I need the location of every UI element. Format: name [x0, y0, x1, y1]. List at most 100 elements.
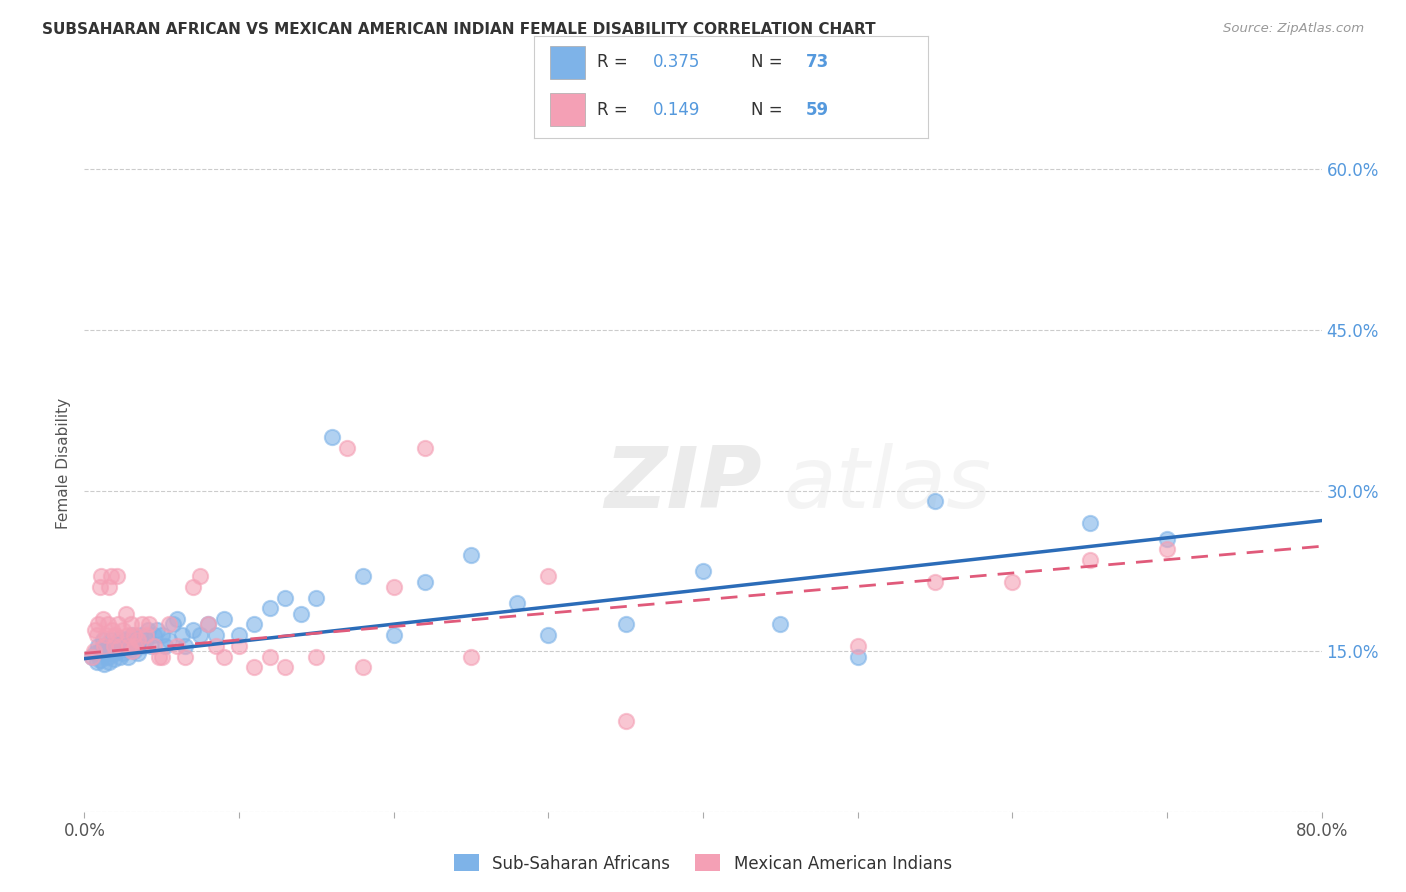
Point	[692, 564, 714, 578]
Text: N =: N =	[751, 54, 787, 71]
Point	[460, 649, 482, 664]
Point	[146, 623, 169, 637]
Point	[104, 628, 127, 642]
Point	[84, 623, 107, 637]
Point	[121, 644, 143, 658]
Point	[259, 649, 281, 664]
Y-axis label: Female Disability: Female Disability	[56, 398, 72, 530]
Point	[108, 632, 131, 646]
Point	[114, 633, 136, 648]
Point	[846, 649, 869, 664]
Point	[125, 639, 148, 653]
Point	[121, 628, 143, 642]
Point	[91, 633, 114, 648]
Text: 0.149: 0.149	[652, 101, 700, 119]
Point	[924, 494, 946, 508]
Point	[122, 644, 145, 658]
Point	[188, 628, 212, 642]
Point	[104, 646, 127, 660]
Point	[98, 639, 121, 653]
Point	[107, 617, 129, 632]
Point	[94, 628, 117, 642]
Point	[108, 639, 131, 653]
Point	[136, 623, 159, 637]
Point	[205, 639, 228, 653]
Point	[537, 569, 560, 583]
Point	[1078, 553, 1101, 567]
Point	[506, 596, 529, 610]
Point	[117, 628, 139, 642]
Text: 73: 73	[806, 54, 830, 71]
Point	[150, 649, 173, 664]
Point	[105, 644, 128, 658]
Point	[166, 612, 188, 626]
Point	[537, 628, 560, 642]
Point	[413, 441, 436, 455]
Point	[228, 628, 250, 642]
Point	[305, 591, 328, 605]
Point	[83, 644, 105, 658]
Point	[139, 639, 162, 653]
Text: 0.375: 0.375	[652, 54, 700, 71]
Text: Source: ZipAtlas.com: Source: ZipAtlas.com	[1223, 22, 1364, 36]
Point	[93, 639, 115, 653]
Point	[103, 639, 125, 653]
Point	[181, 580, 204, 594]
Point	[274, 591, 297, 605]
Point	[197, 617, 219, 632]
Point	[846, 639, 869, 653]
Point	[143, 628, 166, 642]
Point	[159, 633, 181, 648]
Point	[305, 649, 328, 664]
Point	[98, 580, 121, 594]
Point	[94, 644, 117, 658]
Point	[84, 646, 107, 660]
Point	[100, 569, 122, 583]
Point	[228, 639, 250, 653]
Point	[97, 617, 120, 632]
Point	[1078, 516, 1101, 530]
Point	[1001, 574, 1024, 589]
Point	[128, 633, 150, 648]
Point	[131, 617, 153, 632]
Point	[91, 612, 114, 626]
Point	[143, 639, 166, 653]
Point	[118, 639, 141, 653]
Point	[112, 623, 135, 637]
Point	[138, 617, 160, 632]
Point	[197, 617, 219, 632]
Point	[614, 617, 637, 632]
Point	[382, 628, 405, 642]
Point	[107, 637, 129, 651]
Bar	[550, 93, 585, 126]
Point	[128, 646, 150, 660]
Point	[924, 574, 946, 589]
Point	[124, 639, 146, 653]
Point	[98, 655, 121, 669]
Point	[87, 639, 110, 653]
Point	[290, 607, 312, 621]
Point	[243, 617, 266, 632]
Point	[101, 642, 124, 657]
Text: SUBSAHARAN AFRICAN VS MEXICAN AMERICAN INDIAN FEMALE DISABILITY CORRELATION CHAR: SUBSAHARAN AFRICAN VS MEXICAN AMERICAN I…	[42, 22, 876, 37]
Point	[82, 649, 104, 664]
Point	[93, 657, 115, 671]
Point	[352, 569, 374, 583]
Point	[86, 655, 108, 669]
Point	[97, 649, 120, 664]
Point	[120, 639, 142, 653]
Point	[212, 649, 235, 664]
Point	[89, 653, 111, 667]
Point	[82, 649, 104, 664]
Point	[100, 633, 122, 648]
Point	[1156, 532, 1178, 546]
Point	[122, 628, 145, 642]
Point	[120, 617, 142, 632]
Point	[212, 612, 235, 626]
Point	[1156, 542, 1178, 557]
Point	[108, 649, 131, 664]
Point	[89, 580, 111, 594]
Text: N =: N =	[751, 101, 787, 119]
Point	[89, 644, 111, 658]
Text: R =: R =	[598, 54, 633, 71]
